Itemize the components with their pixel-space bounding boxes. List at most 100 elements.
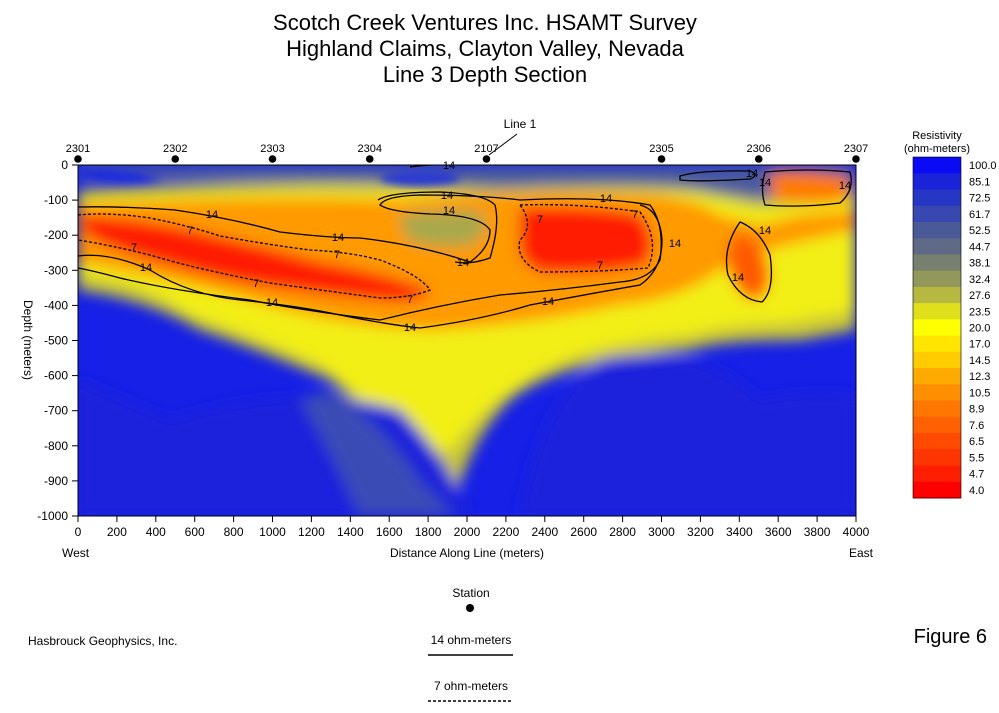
y-tick-label: -300 [44, 263, 68, 277]
colorbar-level-label: 4.7 [969, 469, 984, 481]
contour-14-upper-loop [377, 191, 498, 264]
x-tick-label: 2000 [454, 525, 481, 539]
x-tick-label: 200 [107, 525, 127, 539]
x-tick-label: 1600 [376, 525, 403, 539]
title-line-3: Line 3 Depth Section [383, 62, 587, 87]
station-label: 2303 [260, 143, 284, 155]
colorbar-swatch [913, 319, 961, 337]
resistivity-section [78, 165, 856, 516]
station-label: 2301 [66, 143, 90, 155]
colorbar-level-label: 14.5 [969, 355, 990, 367]
contour-label-14: 14 [441, 190, 453, 202]
x-tick-label: 2400 [531, 525, 558, 539]
y-tick-label: -200 [44, 228, 68, 242]
colorbar-level-label: 8.9 [969, 404, 984, 416]
contour-label-14: 14 [759, 225, 771, 237]
station-marker [482, 155, 491, 163]
figure-label: Figure 6 [914, 626, 987, 648]
contour-labels: 14 14 14 14 14 14 14 14 14 14 14 14 14 1… [131, 160, 851, 334]
contour-label-14: 14 [600, 193, 612, 205]
colorbar-level-label: 10.5 [969, 387, 990, 399]
legend-7-label: 7 ohm-meters [434, 679, 508, 693]
y-tick-label: -400 [44, 298, 68, 312]
colorbar-swatches: 100.0 85.1 72.5 61.7 52.5 44.7 38.1 32.4 27.6 23.… [912, 156, 997, 499]
contour-label-7: 7 [253, 278, 259, 290]
colorbar-level-label: 12.3 [969, 371, 990, 383]
station-label: 2302 [163, 143, 187, 155]
colorbar-level-label: 6.5 [969, 436, 984, 448]
contour-label-14: 14 [457, 257, 469, 269]
colorbar-swatch [913, 449, 961, 467]
station-marker [268, 155, 277, 163]
colorbar-swatch [913, 368, 961, 385]
colorbar-level-label: 17.0 [969, 339, 990, 351]
contour-label-14: 14 [332, 232, 344, 244]
colorbar-swatch [913, 465, 961, 483]
x-tick-label: 0 [75, 525, 82, 539]
colorbar-swatch [913, 189, 961, 207]
contour-label-14: 14 [443, 160, 455, 172]
colorbar-level-label: 100.0 [969, 160, 997, 172]
contour-label-14: 14 [266, 297, 278, 309]
x-tick-label: 3800 [804, 525, 831, 539]
colorbar-swatch [913, 400, 961, 418]
colorbar-swatch [913, 335, 961, 353]
colorbar-swatch [913, 481, 961, 499]
colorbar-swatch [913, 238, 961, 255]
colorbar-swatch [913, 433, 961, 450]
colorbar-level-label: 23.5 [969, 306, 990, 318]
contour-label-14: 14 [206, 209, 218, 221]
contour-14-surface-loop [679, 170, 756, 182]
stations: 2301 2302 2303 2304 2107 2305 2306 2307 [66, 143, 868, 163]
colorbar-swatch [913, 173, 961, 190]
colorbar-swatch [913, 221, 961, 239]
contour-label-7: 7 [334, 249, 340, 261]
contour-7-east [518, 203, 654, 273]
station-label: 2306 [747, 143, 771, 155]
line-1-marker: Line 1 [488, 117, 537, 156]
colorbar-swatch [913, 351, 961, 369]
legend-14-label: 14 ohm-meters [431, 633, 512, 647]
colorbar-swatch [913, 270, 961, 288]
colorbar-title-line-2: (ohm-meters) [904, 143, 970, 155]
station-marker [74, 155, 82, 163]
contours [78, 165, 852, 329]
colorbar-level-label: 44.7 [969, 241, 990, 253]
station-marker [657, 155, 666, 163]
x-axis-label: Distance Along Line (meters) [390, 546, 544, 560]
colorbar-swatch [913, 384, 961, 402]
x-tick-label: 1800 [415, 525, 442, 539]
colorbar-level-label: 38.1 [969, 258, 990, 270]
contour-14-east-loop [725, 221, 773, 303]
contour-14-east2-loop [761, 169, 852, 207]
contour-label-7: 7 [597, 260, 603, 272]
east-label: East [849, 546, 874, 560]
y-tick-label: -1000 [37, 509, 68, 523]
contour-14-lower [78, 204, 663, 329]
west-label: West [62, 546, 90, 560]
x-tick-label: 1200 [298, 525, 325, 539]
contour-label-14: 14 [542, 296, 554, 308]
contour-label-7: 7 [187, 225, 193, 237]
colorbar-level-label: 52.5 [969, 225, 990, 237]
colorbar-level-label: 7.6 [969, 420, 984, 432]
colorbar-level-label: 20.0 [969, 323, 990, 335]
contour-label-14: 14 [443, 205, 455, 217]
x-tick-label: 3400 [726, 525, 753, 539]
colorbar-level-label: 32.4 [969, 274, 990, 286]
contour-label-14: 14 [732, 272, 744, 284]
y-axis-label: Depth (meters) [21, 300, 35, 380]
contour-label-7: 7 [407, 294, 413, 306]
legend-station-label: Station [452, 586, 489, 600]
y-axis: 0 -100 -200 -300 -400 -500 -600 -700 -800 -900 -10… [37, 158, 78, 523]
contour-14-surface-mark [409, 165, 470, 168]
station-label: 2107 [474, 143, 498, 155]
title-line-2: Highland Claims, Clayton Valley, Nevada [286, 36, 685, 61]
colorbar-level-label: 72.5 [969, 193, 990, 205]
legend: Station 14 ohm-meters 7 ohm-meters [428, 586, 513, 702]
contour-label-14: 14 [746, 168, 758, 180]
contour-label-14: 14 [404, 322, 416, 334]
x-tick-label: 3200 [687, 525, 714, 539]
contour-label-14: 14 [140, 262, 152, 274]
colorbar-swatch [913, 254, 961, 272]
